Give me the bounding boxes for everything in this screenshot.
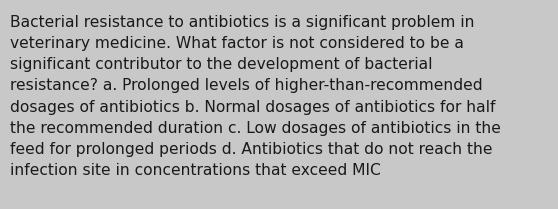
Text: Bacterial resistance to antibiotics is a significant problem in
veterinary medic: Bacterial resistance to antibiotics is a…	[10, 15, 501, 178]
